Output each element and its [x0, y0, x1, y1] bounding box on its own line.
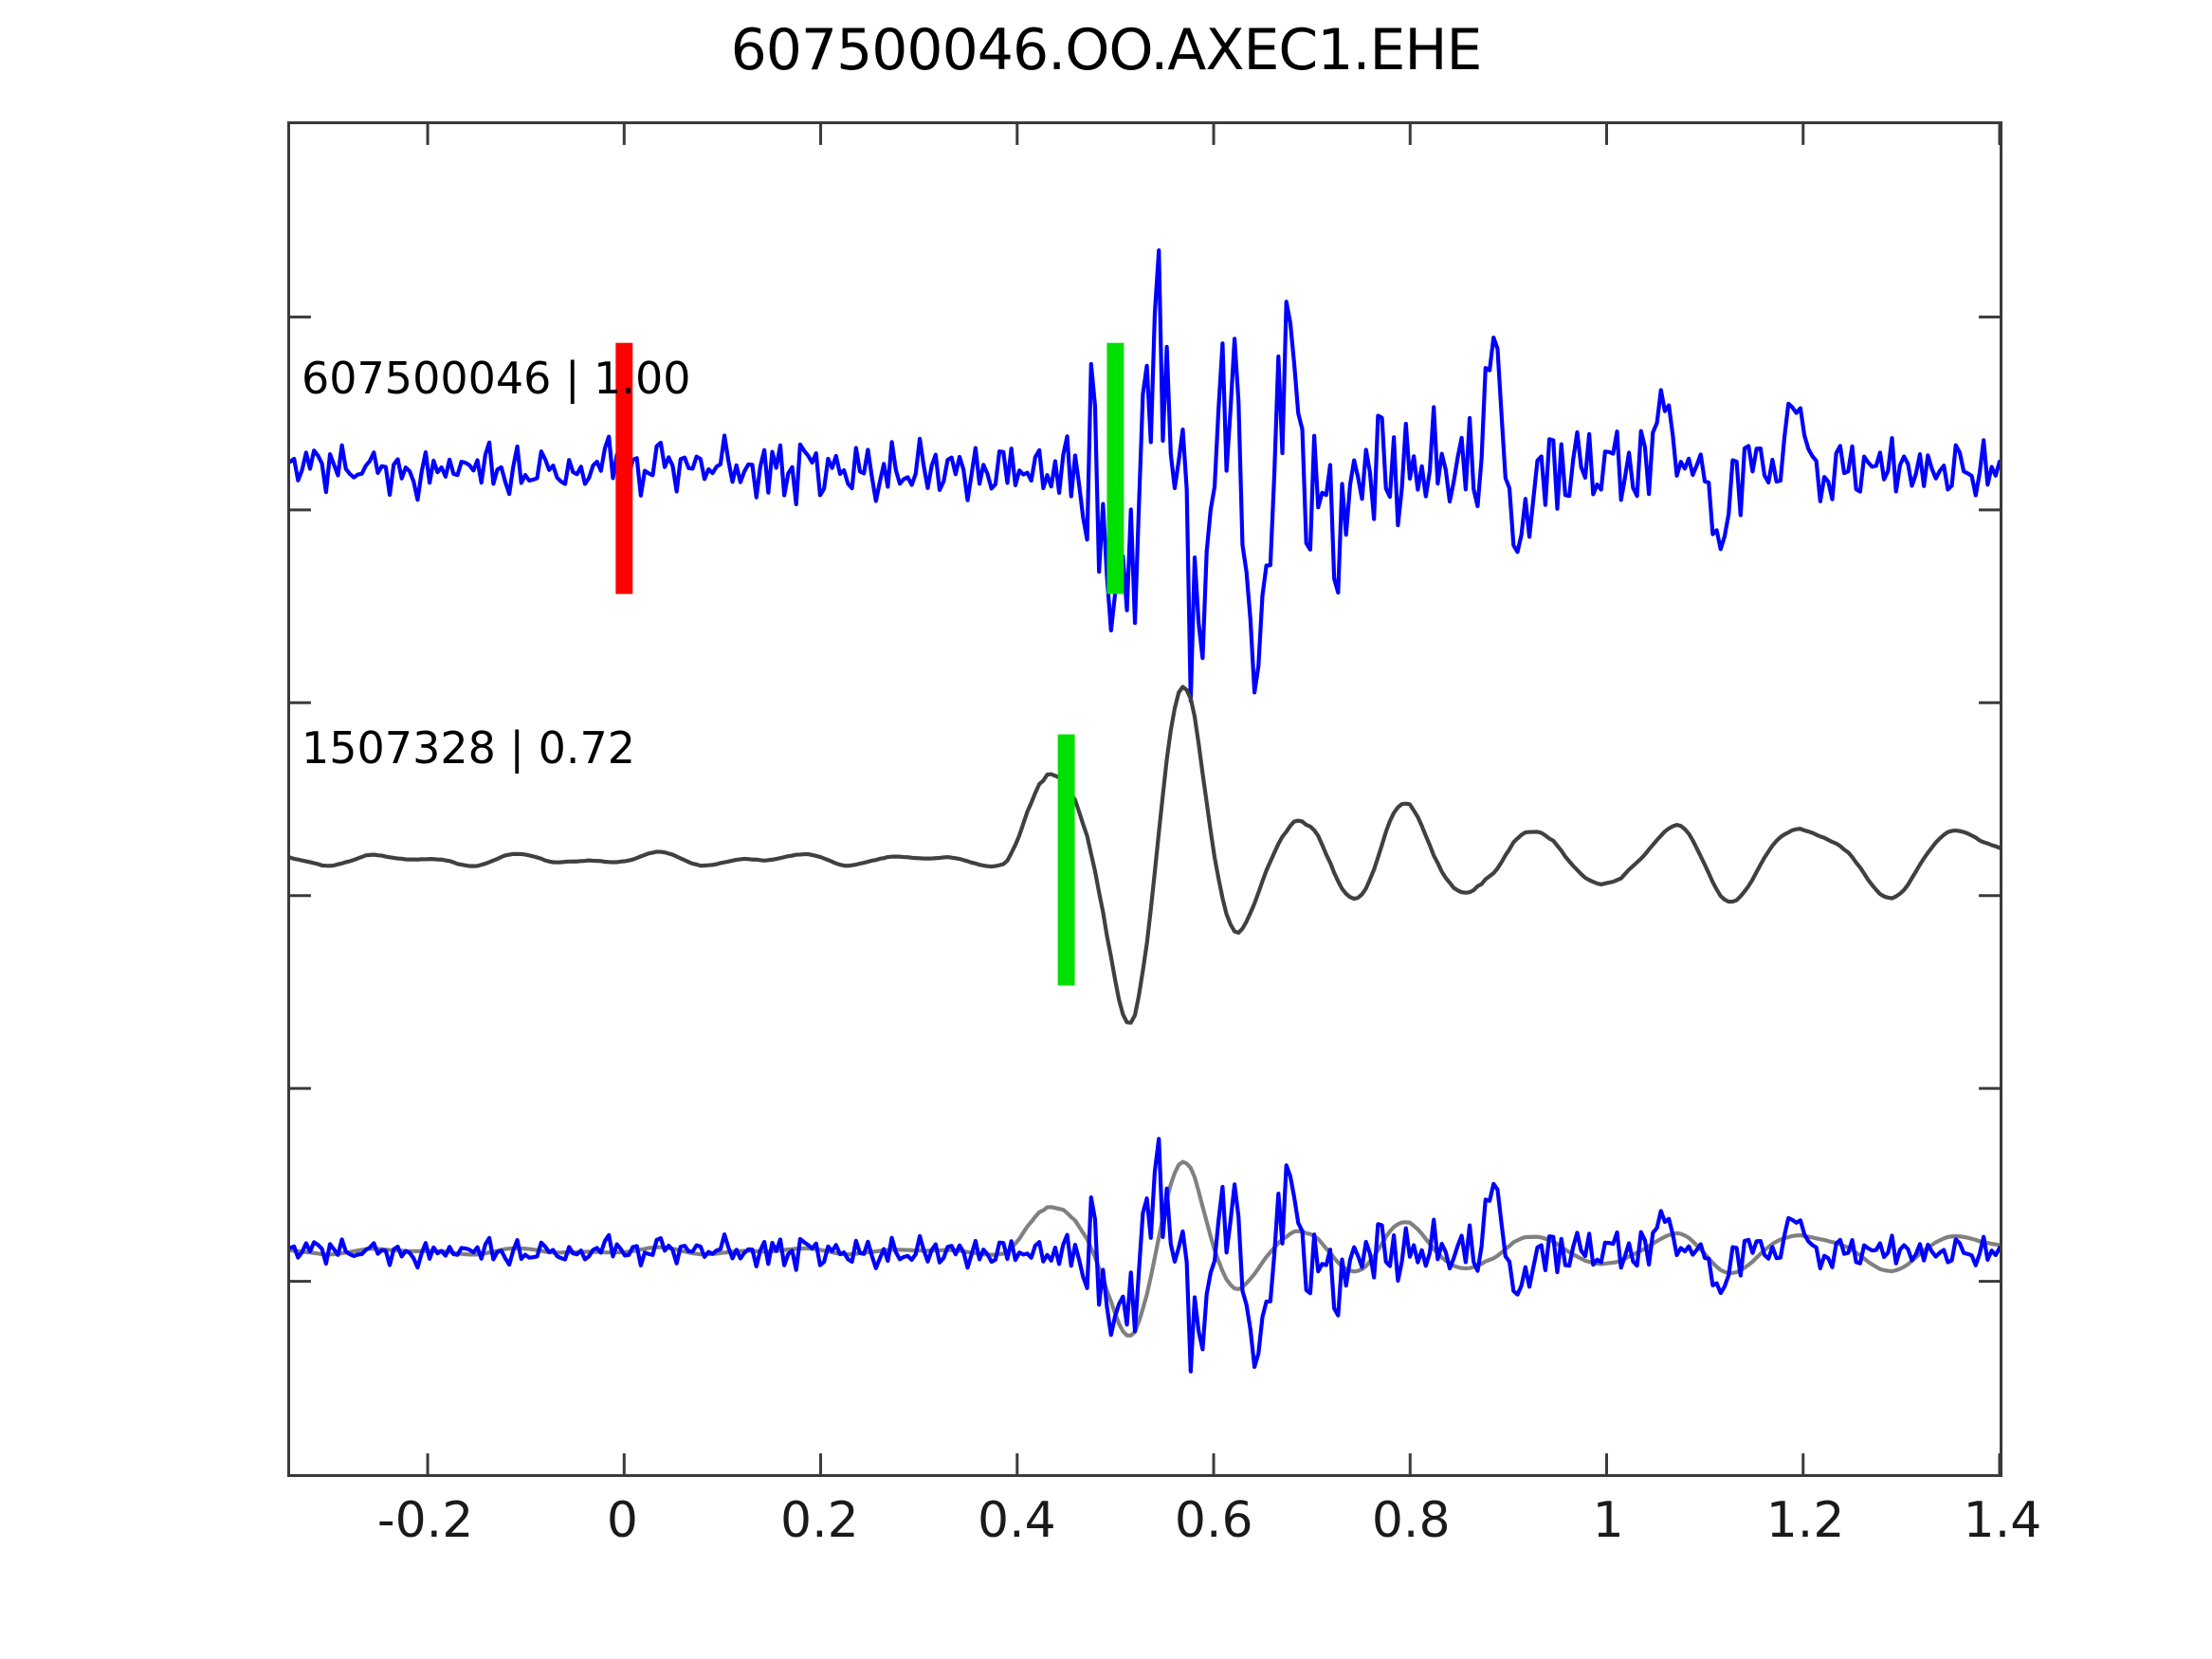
x-tick-label: -0.2: [376, 1492, 474, 1549]
x-tick-label: 0.4: [977, 1492, 1056, 1549]
plot-area: [287, 121, 2002, 1477]
trace2-label: 1507328 | 0.72: [302, 722, 636, 774]
p-pick-red: [615, 342, 633, 594]
trace-1507328: [290, 684, 2000, 1025]
x-tick-label: 1: [1592, 1492, 1624, 1549]
page-title: 607500046.OO.AXEC1.EHE: [730, 17, 1483, 83]
phase-pick-markers: [615, 342, 1124, 986]
waveform-traces: [290, 247, 2000, 1374]
x-tick-label: 1.4: [1963, 1492, 2042, 1549]
x-tick-label: 1.2: [1765, 1492, 1845, 1549]
trace-overlay-607500046: [290, 1137, 2000, 1374]
x-tick-label: 0.6: [1174, 1492, 1253, 1549]
s-pick-green-trace1: [1106, 342, 1124, 594]
y-axis-ticks: [290, 315, 2000, 1284]
x-tick-label: 0: [606, 1492, 639, 1549]
trace-607500046: [290, 247, 2000, 703]
plot-canvas: [290, 124, 2000, 1474]
trace1-label: 607500046 | 1.00: [302, 353, 691, 404]
x-tick-label: 0.2: [780, 1492, 859, 1549]
s-pick-green-trace2: [1057, 734, 1075, 986]
x-tick-label: 0.8: [1371, 1492, 1451, 1549]
x-axis-ticks: [426, 124, 2000, 1474]
